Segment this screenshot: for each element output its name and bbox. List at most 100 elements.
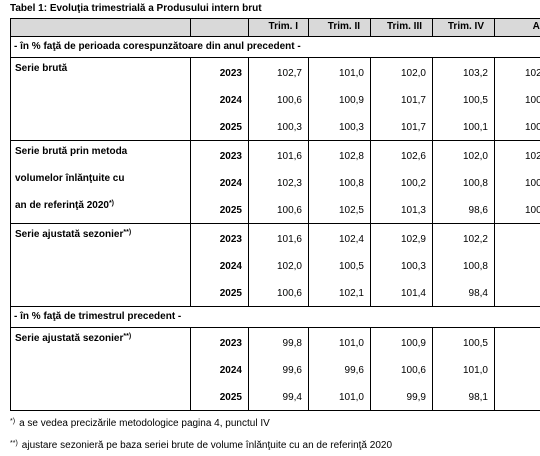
cell-value: 99,6 [344,365,364,376]
cell-value: 100,5 [462,95,488,106]
cell-border [248,140,249,224]
group-label: an de referinţă 2020*) [15,200,114,211]
cell-value: 101,7 [400,95,426,106]
cell-value: 101,0 [338,68,364,79]
cell-value: 100,6 [524,122,540,133]
cell-value: 100,9 [524,95,540,106]
cell-value: 102,0 [276,261,302,272]
group-label-text: volumelor înlănţuite cu [15,173,125,184]
cell-value: 101,6 [276,234,302,245]
column-header: An [532,21,540,32]
cell-value: 100,2 [400,178,426,189]
year: 2024 [219,95,242,106]
cell-border [432,18,433,37]
cell-value: 102,9 [400,234,426,245]
cell-border [308,57,309,141]
cell-value: 101,0 [338,338,364,349]
cell-value: 99,6 [282,365,302,376]
cell-value: 100,6 [276,205,302,216]
cell-border [248,18,249,37]
cell-border [370,223,371,307]
cell-border [248,223,249,307]
cell-value: 99,8 [282,338,302,349]
cell-value: 102,3 [524,68,540,79]
cell-value: 101,6 [276,151,302,162]
cell-value: 98,6 [468,205,488,216]
group-label-text: Serie brută prin metoda [15,146,128,157]
group-label: volumelor înlănţuite cu [15,173,124,184]
row-group [10,327,540,411]
year: 2024 [219,365,242,376]
year: 2025 [219,122,242,133]
column-header: Trim. IV [447,21,484,32]
cell-value: 101,7 [400,122,426,133]
cell-value: 99,9 [406,392,426,403]
footnote-ref: **) [123,333,132,340]
cell-value: 102,0 [400,68,426,79]
cell-value: 102,7 [276,68,302,79]
year: 2024 [219,261,242,272]
cell-value: 100,6 [276,288,302,299]
group-label: Serie brută [15,63,67,74]
cell-value: 101,4 [400,288,426,299]
cell-value: 102,2 [462,234,488,245]
cell-value: 100,9 [524,178,540,189]
group-label: Serie brută prin metoda [15,146,127,157]
cell-value: 99,4 [282,392,302,403]
footnote-mark: *) [10,418,16,425]
cell-value: 102,8 [338,151,364,162]
group-label-text: Serie ajustată sezonier [15,333,124,344]
cell-border [190,327,191,411]
cell-border [308,18,309,37]
column-header: Trim. I [268,21,298,32]
cell-value: 100,6 [276,95,302,106]
cell-value: 102,5 [338,205,364,216]
cell-value: 100,8 [338,178,364,189]
cell-value: 100,5 [338,261,364,272]
cell-value: 100,3 [276,122,302,133]
cell-value: 101,0 [462,365,488,376]
footnote-text: ajustare sezonieră pe baza seriei brute … [21,440,393,451]
cell-value: 100,8 [462,261,488,272]
column-header: Trim. III [386,21,422,32]
cell-value: 103,2 [462,68,488,79]
table-title: Tabel 1: Evoluţia trimestrială a Produsu… [10,3,262,14]
cell-border [248,57,249,141]
group-label-text: Serie brută [15,63,68,74]
cell-value: 100,3 [400,261,426,272]
year: 2025 [219,392,242,403]
cell-border [494,223,495,307]
cell-value: 102,0 [462,151,488,162]
cell-value: 102,1 [338,288,364,299]
cell-value: - [494,338,540,349]
cell-value: 98,4 [468,288,488,299]
cell-border [308,327,309,411]
year: 2025 [219,288,242,299]
section-label: - în % faţă de trimestrul precedent - [14,311,182,322]
group-label-text: Serie ajustată sezonier [15,229,124,240]
group-label-text: an de referinţă 2020 [15,200,109,211]
cell-border [432,140,433,224]
footnote: *) a se vedea precizările metodologice pa… [10,418,270,429]
cell-border [190,18,191,37]
cell-border [494,18,495,37]
cell-border [370,140,371,224]
cell-value: - [494,234,540,245]
cell-border [190,140,191,224]
cell-value: 101,3 [400,205,426,216]
cell-value: 102,3 [276,178,302,189]
cell-border [494,140,495,224]
cell-value: 102,6 [400,151,426,162]
cell-value: 100,1 [462,122,488,133]
cell-border [432,223,433,307]
cell-value: 100,3 [338,122,364,133]
cell-border [308,223,309,307]
year: 2025 [219,205,242,216]
year: 2023 [219,234,242,245]
section-label: - în % faţă de perioada corespunzătoare … [14,41,301,52]
cell-border [190,223,191,307]
cell-value: 100,8 [462,178,488,189]
footnote-ref: *) [108,200,114,207]
cell-border [494,327,495,411]
